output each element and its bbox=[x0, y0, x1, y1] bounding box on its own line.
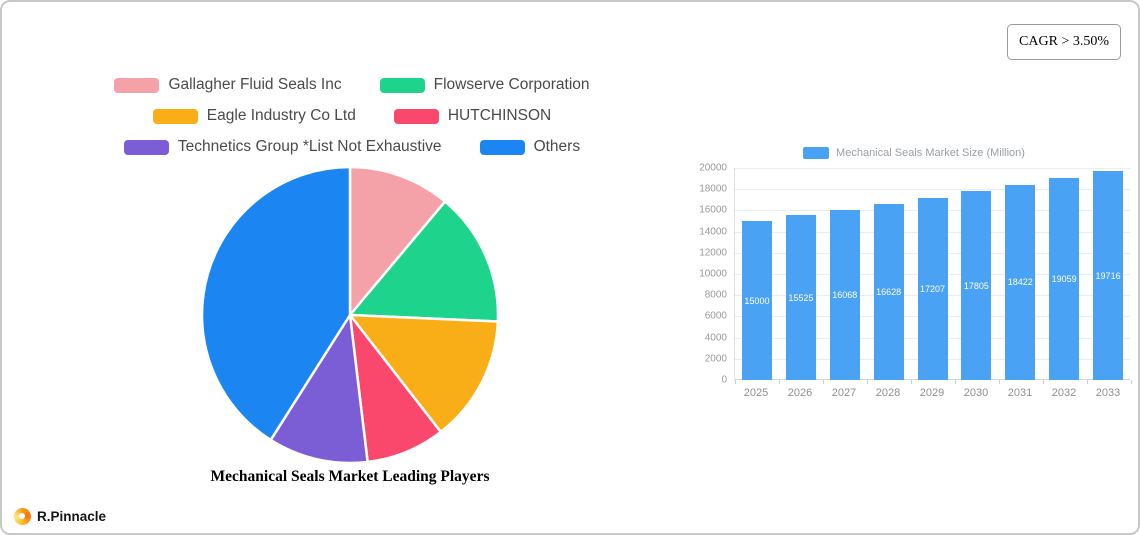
x-axis-label: 2026 bbox=[787, 387, 813, 399]
pie-slice-3[interactable] bbox=[348, 313, 500, 434]
gridline bbox=[735, 189, 1130, 191]
y-axis-label: 16000 bbox=[699, 204, 727, 216]
legend-swatch bbox=[479, 139, 525, 155]
x-axis-label: 2027 bbox=[831, 387, 857, 399]
y-axis-label: 10000 bbox=[699, 268, 727, 280]
x-axis-tick bbox=[779, 380, 780, 384]
pie-chart-title: Mechanical Seals Market Leading Players bbox=[210, 468, 490, 485]
pie-slice-2[interactable] bbox=[348, 200, 500, 323]
y-axis-label: 14000 bbox=[699, 226, 727, 238]
pie-legend-item[interactable]: Gallagher Fluid Seals Inc bbox=[114, 76, 342, 94]
x-axis-tick bbox=[999, 380, 1000, 384]
x-axis-tick bbox=[823, 380, 824, 384]
x-axis-tick bbox=[1131, 380, 1132, 384]
logo-text: R.Pinnacle bbox=[37, 509, 107, 524]
x-axis-label: 2031 bbox=[1007, 387, 1033, 399]
bar-slot: 16068 bbox=[823, 168, 867, 380]
bar-value-label: 19059 bbox=[1051, 274, 1077, 284]
bar-value-label: 17805 bbox=[963, 280, 989, 291]
legend-label: Eagle Industry Co Ltd bbox=[206, 107, 356, 124]
bar-2029[interactable]: 17207 bbox=[917, 197, 948, 380]
y-axis-label: 20000 bbox=[699, 162, 727, 174]
bar-slot: 17805 bbox=[954, 168, 998, 380]
legend-label: HUTCHINSON bbox=[447, 107, 552, 124]
bar-slot: 19716 bbox=[1086, 168, 1130, 380]
x-axis-label: 2029 bbox=[919, 387, 945, 399]
pie-legend-item[interactable]: HUTCHINSON bbox=[393, 107, 552, 125]
bar-slot: 19059 bbox=[1042, 168, 1086, 380]
logo-icon bbox=[14, 508, 31, 525]
bar-slot: 15000 bbox=[735, 168, 779, 380]
bar-2030[interactable]: 17805 bbox=[961, 191, 992, 380]
bar-value-label: 16068 bbox=[832, 289, 858, 300]
y-axis-label: 2000 bbox=[704, 353, 727, 365]
bar-value-label: 15000 bbox=[744, 295, 770, 306]
x-axis-tick bbox=[911, 380, 912, 384]
bar-series: 15000 15525 16068 16628 17207 17805 18422 19059… bbox=[735, 168, 1130, 380]
bar-2025[interactable]: 15000 bbox=[741, 221, 772, 380]
legend-label: Technetics Group *List Not Exhaustive bbox=[177, 138, 442, 155]
x-axis-label: 2030 bbox=[963, 387, 989, 399]
bar-legend-label: Mechanical Seals Market Size (Million) bbox=[836, 147, 1025, 159]
legend-swatch bbox=[114, 77, 160, 93]
pie-slice-5[interactable] bbox=[269, 313, 369, 465]
pie-slice-1[interactable] bbox=[348, 165, 447, 317]
legend-swatch bbox=[123, 139, 169, 155]
legend-swatch bbox=[152, 108, 198, 124]
y-axis-label: 18000 bbox=[699, 183, 727, 195]
x-axis: 2025 2026 2027 2028 2029 2030 2031 2032 2033 bbox=[734, 380, 1130, 399]
pie-legend-item[interactable]: Technetics Group *List Not Exhaustive bbox=[123, 138, 442, 156]
bar-plot-area: 15000 15525 16068 16628 17207 17805 18422 19059… bbox=[734, 168, 1132, 384]
x-axis-tick bbox=[867, 380, 868, 384]
pie-legend: Gallagher Fluid Seals Inc Flowserve Corpo… bbox=[72, 76, 632, 156]
cagr-badge: CAGR > 3.50% bbox=[1007, 24, 1121, 60]
x-axis-label: 2033 bbox=[1095, 387, 1121, 399]
bar-2026[interactable]: 15525 bbox=[785, 215, 816, 380]
bar-chart: Mechanical Seals Market Size (Million) 0… bbox=[698, 146, 1132, 399]
bar-legend-swatch bbox=[803, 147, 830, 159]
bar-value-label: 19716 bbox=[1095, 270, 1121, 281]
bar-2028[interactable]: 16628 bbox=[873, 203, 904, 380]
x-axis-tick bbox=[955, 380, 956, 384]
x-axis-label: 2025 bbox=[743, 387, 769, 399]
y-axis-label: 0 bbox=[721, 374, 727, 386]
bar-slot: 15525 bbox=[779, 168, 823, 380]
bar-value-label: 18422 bbox=[1007, 277, 1033, 288]
pie-legend-item[interactable]: Eagle Industry Co Ltd bbox=[152, 107, 356, 125]
x-axis-tick bbox=[1043, 380, 1044, 384]
legend-swatch bbox=[393, 108, 439, 124]
legend-swatch bbox=[379, 77, 425, 93]
pie-legend-item[interactable]: Flowserve Corporation bbox=[379, 76, 590, 94]
brand-logo: R.Pinnacle bbox=[14, 508, 106, 525]
x-axis-label: 2028 bbox=[875, 387, 901, 399]
y-axis-label: 8000 bbox=[704, 289, 727, 301]
bar-slot: 18422 bbox=[998, 168, 1042, 380]
legend-label: Gallagher Fluid Seals Inc bbox=[168, 76, 342, 93]
bar-2033[interactable]: 19716 bbox=[1093, 171, 1124, 380]
gridline bbox=[735, 168, 1130, 169]
x-axis-tick bbox=[1087, 380, 1088, 384]
legend-label: Others bbox=[533, 138, 581, 155]
bar-slot: 17207 bbox=[911, 168, 955, 380]
x-axis-label: 2032 bbox=[1051, 387, 1077, 399]
bar-plot-row: 0 2000 4000 6000 8000 10000 12000 14000 16000 180… bbox=[698, 163, 1132, 386]
bar-value-label: 16628 bbox=[876, 286, 902, 297]
bar-chart-legend-item[interactable]: Mechanical Seals Market Size (Million) bbox=[698, 146, 1130, 160]
pie-chart bbox=[200, 165, 500, 465]
bar-slot: 16628 bbox=[867, 168, 911, 380]
bar-2031[interactable]: 18422 bbox=[1005, 184, 1036, 380]
bar-value-label: 17207 bbox=[919, 283, 946, 294]
bar-2027[interactable]: 16068 bbox=[829, 209, 860, 380]
x-axis-tick bbox=[735, 380, 736, 384]
y-axis: 0 2000 4000 6000 8000 10000 12000 14000 16000 180… bbox=[698, 163, 734, 386]
y-axis-label: 4000 bbox=[704, 332, 727, 344]
pie-legend-item[interactable]: Others bbox=[479, 138, 581, 156]
bar-value-label: 15525 bbox=[788, 292, 814, 303]
y-axis-label: 12000 bbox=[699, 247, 727, 259]
bar-2032[interactable]: 19059 bbox=[1049, 178, 1080, 380]
legend-label: Flowserve Corporation bbox=[433, 76, 590, 93]
y-axis-label: 6000 bbox=[704, 310, 727, 322]
pie-slice-6[interactable] bbox=[200, 165, 352, 442]
